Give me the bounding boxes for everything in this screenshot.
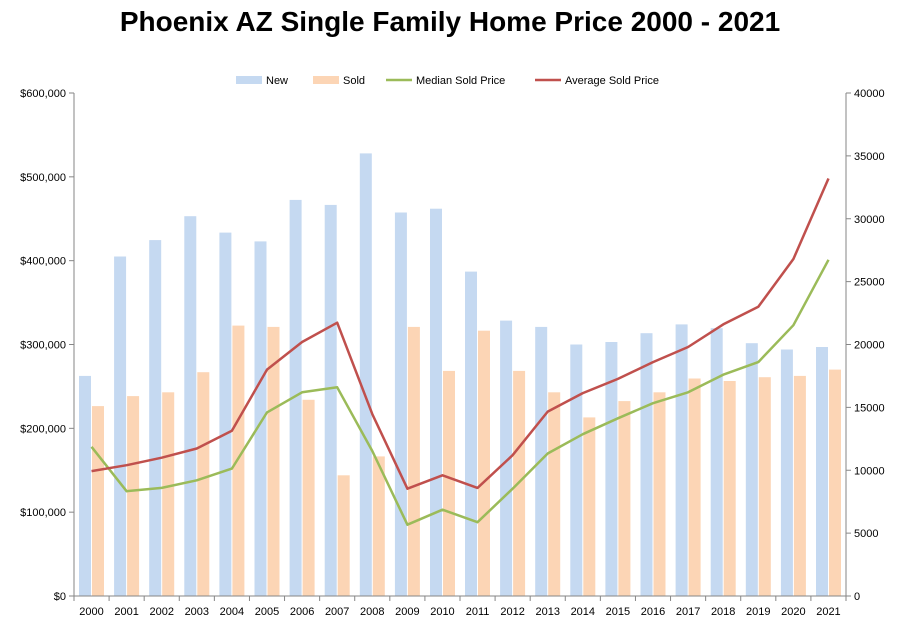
bar-sold-2020 bbox=[793, 375, 806, 596]
bar-sold-2007 bbox=[337, 475, 350, 596]
legend-label: Median Sold Price bbox=[416, 75, 505, 87]
bar-sold-2021 bbox=[829, 369, 841, 596]
x-tick-label: 2008 bbox=[360, 606, 384, 618]
y-right-tick-label: 35000 bbox=[854, 151, 885, 163]
legend: New Sold Median Sold Price Average Sold Pri… bbox=[236, 75, 659, 87]
x-tick-label: 2004 bbox=[220, 606, 244, 618]
x-tick-label: 2009 bbox=[395, 606, 419, 618]
y-left-tick-label: $0 bbox=[54, 591, 66, 603]
legend-item-new: New bbox=[236, 75, 288, 87]
legend-item-median-sold-price: Median Sold Price bbox=[386, 75, 505, 87]
x-tick-label: 2005 bbox=[255, 606, 279, 618]
y-left-tick-label: $100,000 bbox=[20, 507, 66, 519]
x-tick-label: 2000 bbox=[79, 606, 103, 618]
x-tick-label: 2003 bbox=[185, 606, 209, 618]
y-left-tick-label: $200,000 bbox=[20, 423, 66, 435]
bar-new-2011 bbox=[465, 271, 477, 596]
bar-new-2004 bbox=[219, 232, 232, 596]
bar-new-2021 bbox=[816, 347, 828, 596]
legend-item-average-sold-price: Average Sold Price bbox=[535, 75, 659, 87]
lines-layer bbox=[90, 178, 830, 526]
bar-new-2018 bbox=[710, 328, 723, 596]
bar-new-2016 bbox=[640, 333, 653, 596]
bar-sold-2005 bbox=[267, 326, 280, 596]
bar-sold-2009 bbox=[407, 326, 420, 596]
bar-sold-2014 bbox=[583, 417, 596, 596]
bar-sold-2003 bbox=[197, 372, 210, 596]
bar-sold-2015 bbox=[618, 401, 631, 596]
legend-item-sold: Sold bbox=[313, 75, 365, 87]
legend-label: Average Sold Price bbox=[565, 75, 659, 87]
bar-sold-2010 bbox=[443, 370, 455, 596]
bar-sold-2019 bbox=[758, 377, 771, 596]
bars-layer bbox=[79, 153, 841, 596]
bar-new-2006 bbox=[289, 199, 302, 596]
x-tick-label: 2014 bbox=[571, 606, 595, 618]
x-tick-label: 2010 bbox=[430, 606, 454, 618]
x-tick-label: 2012 bbox=[500, 606, 524, 618]
x-tick-label: 2017 bbox=[676, 606, 700, 618]
y-right-tick-label: 40000 bbox=[854, 88, 885, 100]
line-average-sold-price bbox=[91, 178, 830, 490]
bar-new-2007 bbox=[324, 204, 337, 596]
bar-new-2005 bbox=[254, 241, 267, 596]
bar-new-2019 bbox=[745, 343, 758, 596]
x-tick-label: 2020 bbox=[781, 606, 805, 618]
bar-new-2009 bbox=[394, 212, 407, 596]
y-right-tick-label: 15000 bbox=[854, 402, 885, 414]
bar-new-2020 bbox=[780, 349, 793, 596]
y-right-tick-label: 25000 bbox=[854, 277, 885, 289]
bar-new-2015 bbox=[605, 342, 618, 596]
axes-layer: $0 $100,000 $200,000 $300,000 $400,000 $500,0… bbox=[20, 88, 884, 618]
bar-new-2000 bbox=[79, 375, 91, 596]
bar-sold-2001 bbox=[127, 396, 140, 596]
bar-new-2008 bbox=[359, 153, 372, 596]
x-tick-label: 2006 bbox=[290, 606, 314, 618]
x-tick-label: 2007 bbox=[325, 606, 349, 618]
y-left-tick-label: $400,000 bbox=[20, 256, 66, 268]
bar-sold-2018 bbox=[723, 381, 736, 596]
x-tick-label: 2016 bbox=[641, 606, 665, 618]
y-right-tick-label: 0 bbox=[854, 591, 860, 603]
x-tick-label: 2019 bbox=[746, 606, 770, 618]
line-median-sold-price bbox=[90, 259, 830, 526]
bar-sold-2011 bbox=[478, 330, 490, 596]
x-tick-label: 2021 bbox=[816, 606, 840, 618]
chart-title: Phoenix AZ Single Family Home Price 2000… bbox=[119, 6, 781, 37]
bar-new-2010 bbox=[430, 208, 442, 596]
x-tick-label: 2011 bbox=[466, 606, 490, 618]
x-tick-label: 2015 bbox=[606, 606, 630, 618]
bar-new-2017 bbox=[675, 324, 688, 596]
y-left-tick-label: $300,000 bbox=[20, 340, 66, 352]
legend-label: New bbox=[266, 75, 288, 87]
y-right-tick-label: 10000 bbox=[854, 465, 885, 477]
legend-label: Sold bbox=[343, 75, 365, 87]
bar-new-2012 bbox=[500, 320, 513, 596]
y-right-tick-label: 20000 bbox=[854, 340, 885, 352]
y-right-tick-label: 5000 bbox=[854, 528, 878, 540]
y-left-tick-label: $500,000 bbox=[20, 172, 66, 184]
bar-new-2014 bbox=[570, 344, 583, 596]
bar-sold-2016 bbox=[653, 392, 666, 596]
legend-swatch bbox=[236, 76, 262, 84]
bar-sold-2013 bbox=[548, 392, 561, 596]
bar-sold-2000 bbox=[92, 406, 104, 596]
x-tick-label: 2002 bbox=[149, 606, 173, 618]
x-tick-label: 2013 bbox=[535, 606, 559, 618]
x-tick-label: 2018 bbox=[711, 606, 735, 618]
bar-sold-2004 bbox=[232, 325, 245, 596]
y-right-tick-label: 30000 bbox=[854, 214, 885, 226]
bar-sold-2002 bbox=[162, 392, 175, 596]
y-left-tick-label: $600,000 bbox=[20, 88, 66, 100]
bar-sold-2006 bbox=[302, 399, 315, 596]
bar-new-2003 bbox=[184, 216, 197, 596]
bar-new-2001 bbox=[114, 256, 127, 596]
bar-sold-2008 bbox=[372, 456, 385, 596]
bar-sold-2017 bbox=[688, 378, 701, 596]
bar-new-2002 bbox=[149, 240, 162, 596]
x-tick-label: 2001 bbox=[114, 606, 138, 618]
legend-swatch bbox=[313, 76, 339, 84]
